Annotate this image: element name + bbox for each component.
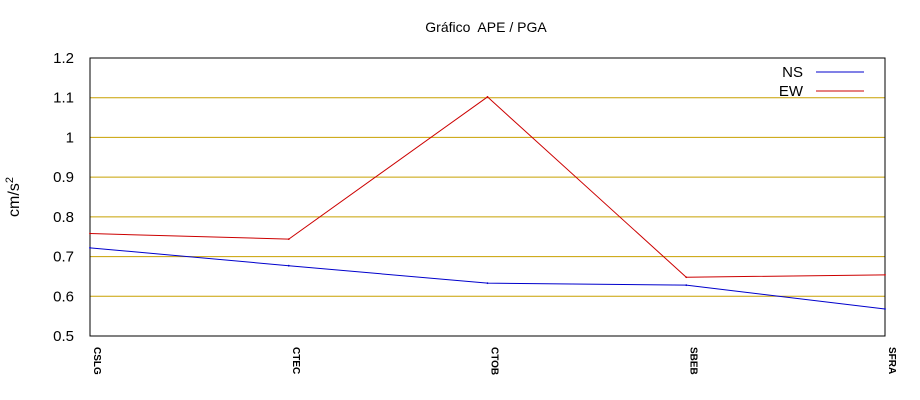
legend: NS EW — [779, 64, 864, 100]
y-tick-label: 1.1 — [53, 90, 74, 107]
series-group — [89, 96, 886, 310]
y-tick-label: 0.9 — [53, 169, 74, 186]
y-tick-label: 0.8 — [53, 209, 74, 226]
data-point-ns — [287, 264, 290, 267]
legend-label-ns: NS — [782, 64, 803, 81]
x-tick-label: SFRA — [886, 347, 897, 374]
y-axis: 0.5 0.6 0.7 0.8 0.9 1 1.1 1.2 — [53, 50, 74, 345]
data-point-ew — [486, 96, 489, 98]
data-point-ns — [486, 282, 489, 285]
y-axis-label: cm/s2 — [4, 177, 23, 217]
y-tick-label: 0.5 — [53, 328, 74, 345]
y-axis-label-unit: cm/s — [6, 183, 23, 217]
y-axis-label-exponent: 2 — [4, 177, 16, 183]
data-point-ns — [89, 246, 91, 249]
data-point-ew — [89, 232, 91, 235]
plot-frame — [89, 57, 886, 337]
y-tick-label: 1.2 — [53, 50, 74, 67]
data-point-ns — [685, 284, 688, 287]
y-tick-label: 0.7 — [53, 249, 74, 266]
x-axis: CSLG CTEC CTOB SBEB SFRA — [91, 347, 897, 375]
y-tick-label: 0.6 — [53, 288, 74, 305]
y-tick-label: 1 — [66, 129, 74, 146]
data-point-ns — [884, 308, 886, 310]
x-tick-label: SBEB — [687, 347, 698, 375]
chart-title: Gráfico APE / PGA — [425, 19, 547, 35]
data-point-ew — [685, 276, 688, 279]
grid — [90, 97, 885, 297]
x-tick-label: CSLG — [91, 347, 102, 375]
x-tick-label: CTOB — [489, 347, 500, 375]
series-line-ew — [89, 96, 886, 278]
legend-label-ew: EW — [779, 83, 804, 100]
x-tick-label: CTEC — [290, 347, 301, 374]
data-point-ew — [287, 238, 290, 240]
data-point-ew — [884, 273, 886, 276]
